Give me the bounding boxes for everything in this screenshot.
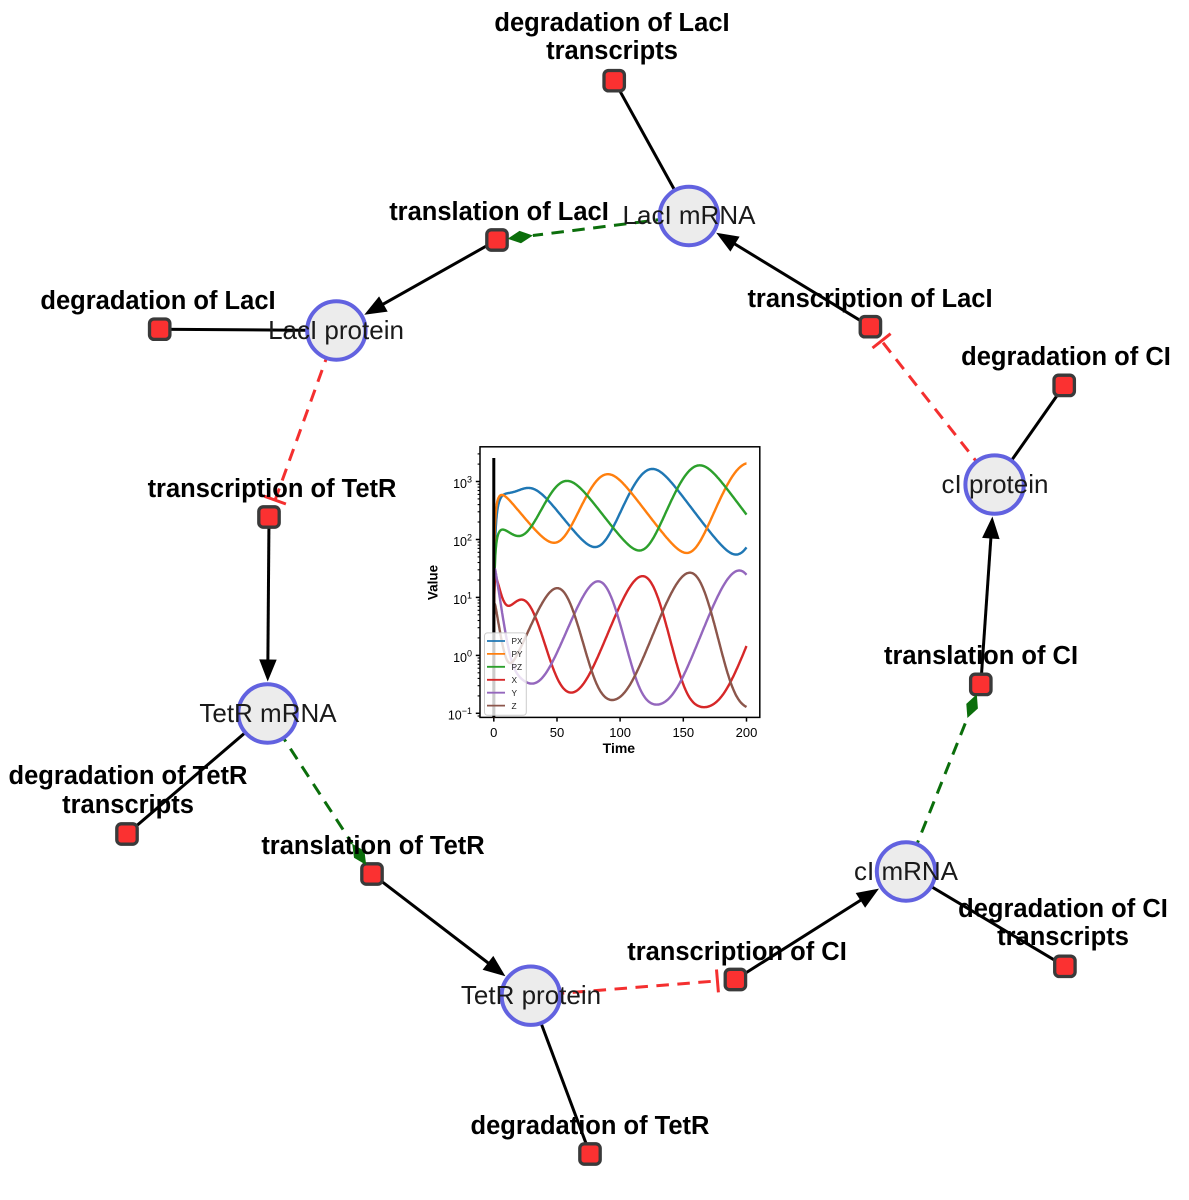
svg-text:Y: Y xyxy=(512,688,518,698)
svg-text:X: X xyxy=(512,675,518,685)
svg-text:cI protein: cI protein xyxy=(942,469,1049,499)
svg-text:translation of TetR: translation of TetR xyxy=(261,832,484,860)
svg-text:Value: Value xyxy=(426,564,441,600)
svg-text:150: 150 xyxy=(672,725,694,740)
svg-text:PZ: PZ xyxy=(512,662,523,672)
svg-text:cI mRNA: cI mRNA xyxy=(854,856,959,886)
svg-text:degradation of CI: degradation of CI xyxy=(958,895,1168,923)
svg-text:transcripts: transcripts xyxy=(546,37,678,65)
svg-text:100: 100 xyxy=(609,725,631,740)
svg-text:transcription of LacI: transcription of LacI xyxy=(747,285,992,313)
svg-text:degradation of TetR: degradation of TetR xyxy=(471,1112,710,1140)
svg-text:degradation of CI: degradation of CI xyxy=(961,343,1171,371)
svg-text:TetR protein: TetR protein xyxy=(461,980,601,1010)
svg-text:LacI mRNA: LacI mRNA xyxy=(623,200,757,230)
svg-text:Z: Z xyxy=(512,701,517,711)
svg-text:translation of CI: translation of CI xyxy=(884,642,1078,670)
svg-text:degradation of TetR: degradation of TetR xyxy=(9,762,248,790)
svg-text:transcripts: transcripts xyxy=(997,923,1129,951)
svg-text:degradation of LacI: degradation of LacI xyxy=(40,287,275,315)
svg-text:transcription of TetR: transcription of TetR xyxy=(148,475,397,503)
svg-text:Time: Time xyxy=(603,740,636,756)
svg-text:translation of LacI: translation of LacI xyxy=(389,198,609,226)
svg-text:TetR mRNA: TetR mRNA xyxy=(199,698,337,728)
svg-text:LacI protein: LacI protein xyxy=(268,315,404,345)
svg-text:50: 50 xyxy=(550,725,564,740)
svg-text:PX: PX xyxy=(512,636,524,646)
svg-text:degradation of LacI: degradation of LacI xyxy=(494,9,729,37)
svg-text:0: 0 xyxy=(490,725,497,740)
svg-text:transcription of CI: transcription of CI xyxy=(627,938,847,966)
svg-text:200: 200 xyxy=(736,725,758,740)
svg-text:PY: PY xyxy=(512,649,524,659)
svg-text:transcripts: transcripts xyxy=(62,791,194,819)
